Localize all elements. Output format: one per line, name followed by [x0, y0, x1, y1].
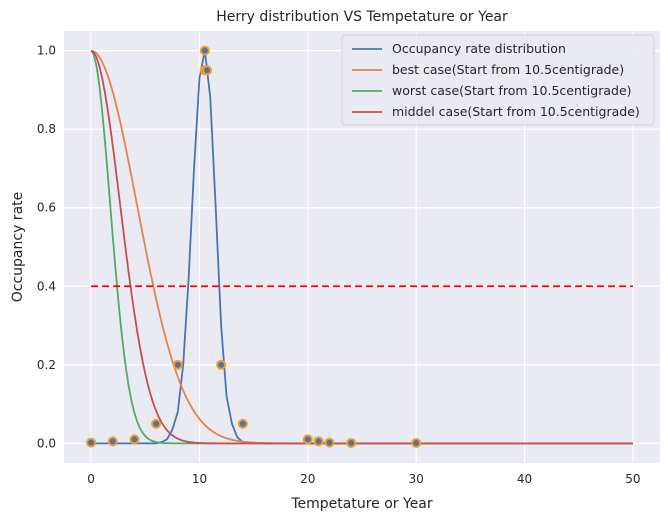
scatter-point — [202, 65, 213, 76]
watermark: https://blog.csdn.net/PRINCE2327 — [436, 494, 656, 509]
x-tick-label: 40 — [517, 472, 532, 486]
series-middle-case-line — [90, 49, 633, 445]
legend-label-worst: worst case(Start from 10.5centigrade) — [392, 83, 632, 98]
scatter-point — [172, 359, 183, 370]
x-axis-label: Tempetature or Year — [290, 496, 433, 512]
y-axis-label: Occupancy rate — [10, 192, 26, 303]
ticks: 0 10 20 30 40 50 0.0 0.2 0.4 0.6 0.8 1.0 — [37, 44, 641, 486]
scatter-point — [199, 45, 210, 56]
series-layer — [90, 49, 633, 445]
scatter-point — [411, 437, 422, 448]
x-tick-label: 10 — [192, 472, 207, 486]
legend-label-occupancy: Occupancy rate distribution — [392, 41, 566, 56]
scatter-point — [86, 437, 97, 448]
scatter-point — [313, 436, 324, 447]
scatter-point — [129, 434, 140, 445]
y-tick-label: 1.0 — [37, 44, 56, 58]
legend-box — [341, 34, 655, 126]
scatter-point — [346, 437, 357, 448]
x-tick-label: 50 — [625, 472, 640, 486]
y-tick-label: 0.0 — [37, 436, 56, 450]
legend-label-middle: middel case(Start from 10.5centigrade) — [392, 104, 640, 119]
scatter-point — [302, 434, 313, 445]
legend: Occupancy rate distribution best case(St… — [341, 34, 655, 126]
x-tick-label: 20 — [300, 472, 315, 486]
chart-title: Herry distribution VS Tempetature or Yea… — [216, 9, 508, 25]
scatter-point — [324, 437, 335, 448]
y-tick-label: 0.8 — [37, 122, 56, 136]
scatter-point — [107, 436, 118, 447]
y-tick-label: 0.6 — [37, 201, 56, 215]
y-tick-label: 0.4 — [37, 279, 56, 293]
y-tick-label: 0.2 — [37, 358, 56, 372]
scatter-layer — [86, 45, 422, 448]
x-tick-label: 30 — [409, 472, 424, 486]
x-tick-label: 0 — [87, 472, 95, 486]
scatter-point — [237, 418, 248, 429]
scatter-point — [151, 418, 162, 429]
legend-label-best: best case(Start from 10.5centigrade) — [392, 62, 624, 77]
scatter-point — [216, 359, 227, 370]
